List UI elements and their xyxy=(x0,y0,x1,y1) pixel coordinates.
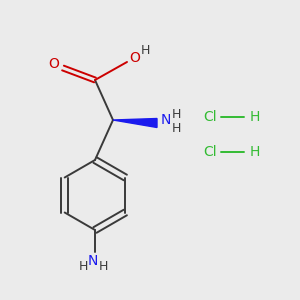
Text: N: N xyxy=(161,113,171,127)
Text: H: H xyxy=(140,44,150,56)
Text: N: N xyxy=(88,254,98,268)
Text: H: H xyxy=(171,107,181,121)
Text: O: O xyxy=(130,51,140,65)
Text: Cl: Cl xyxy=(203,145,217,159)
Text: H: H xyxy=(171,122,181,134)
Text: H: H xyxy=(78,260,88,274)
Text: H: H xyxy=(98,260,108,274)
Text: H: H xyxy=(250,110,260,124)
Text: H: H xyxy=(250,145,260,159)
Text: O: O xyxy=(49,57,59,71)
Polygon shape xyxy=(113,118,157,127)
Text: Cl: Cl xyxy=(203,110,217,124)
